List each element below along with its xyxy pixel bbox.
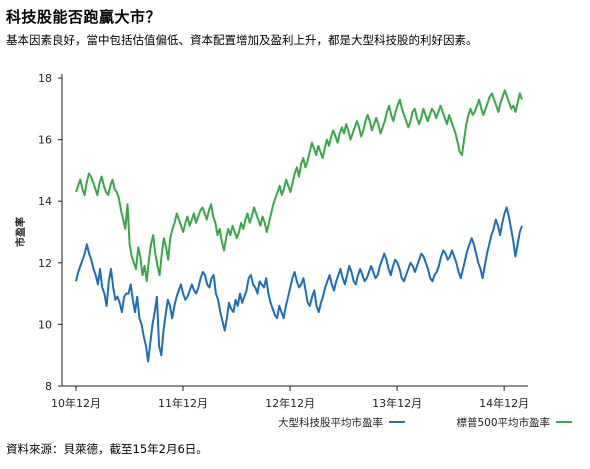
y-tick-label: 10 xyxy=(38,318,52,331)
series-line-2 xyxy=(75,89,523,283)
x-tick-label: 12年12月 xyxy=(265,396,315,410)
chart-subtitle: 基本因素良好，當中包括估值偏低、資本配置增加及盈利上升，都是大型科技股的利好因素… xyxy=(6,33,478,47)
y-tick-label: 12 xyxy=(38,257,52,270)
legend-label: 標普500平均市盈率 xyxy=(456,416,550,429)
y-axis-label: 市盈率 xyxy=(14,217,27,247)
legend: 大型科技股平均市盈率 標普500平均市盈率 xyxy=(278,416,572,429)
y-tick-labels: 8 10 12 14 16 18 xyxy=(38,72,52,393)
x-tick-label: 14年12月 xyxy=(479,396,529,410)
x-tick-label: 10年12月 xyxy=(51,396,101,410)
series-lines xyxy=(75,89,523,363)
source-note: 資料來源：貝萊德，截至15年2月6日。 xyxy=(6,442,208,456)
line-chart: 8 10 12 14 16 18 10年12月 11年12月 12年12月 13年12月 14年1… xyxy=(14,72,572,429)
y-tick-label: 8 xyxy=(45,380,52,393)
chart-title: 科技股能否跑贏大市？ xyxy=(6,8,162,26)
x-tick-label: 11年12月 xyxy=(158,396,208,410)
y-tick-label: 18 xyxy=(38,72,52,85)
legend-label: 大型科技股平均市盈率 xyxy=(278,416,383,429)
x-tick-label: 13年12月 xyxy=(372,396,422,410)
y-tick-label: 14 xyxy=(38,195,52,208)
y-tick-label: 16 xyxy=(38,134,52,147)
axes xyxy=(58,74,528,391)
x-tick-labels: 10年12月 11年12月 12年12月 13年12月 14年12月 xyxy=(51,396,529,410)
series-line-1 xyxy=(75,206,523,363)
